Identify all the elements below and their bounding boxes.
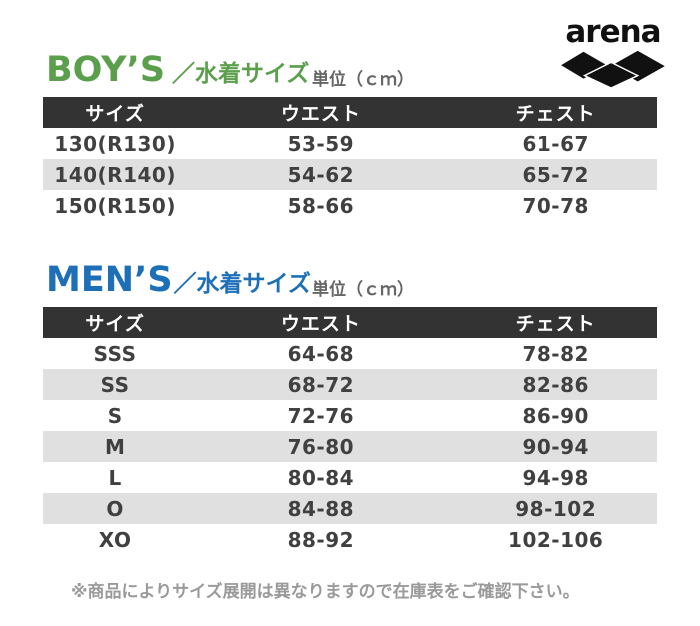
chest-cell: 94-98 <box>522 465 589 490</box>
size-cell: O <box>106 496 124 521</box>
unit-label-boys: 単位（ｃｍ） <box>312 70 414 90</box>
size-cell: SSS <box>93 341 137 366</box>
mens-subtitle: ／水着サイズ <box>173 271 311 297</box>
boys-title: BOY’S <box>46 50 166 90</box>
table-header-row: サイズ ウエスト チェスト <box>43 97 657 128</box>
table-row: L 80-84 94-98 <box>43 462 657 493</box>
arena-diamonds-icon <box>557 49 668 88</box>
waist-cell: 68-72 <box>287 372 355 397</box>
column-header-waist: ウエスト <box>187 307 455 338</box>
size-cell: XO <box>98 527 132 552</box>
chest-cell: 98-102 <box>515 496 597 521</box>
mens-heading: MEN’S／水着サイズ 単位（ｃｍ） <box>46 260 657 301</box>
chest-cell: 86-90 <box>522 403 589 428</box>
waist-cell: 88-92 <box>287 527 355 552</box>
column-header-size: サイズ <box>43 97 188 128</box>
arena-wordmark: arena <box>565 14 661 50</box>
column-header-chest: チェスト <box>454 307 657 338</box>
table-header-row: サイズ ウエスト チェスト <box>43 307 657 338</box>
waist-cell: 54-62 <box>287 162 355 187</box>
size-cell: 130(R130) <box>54 131 176 156</box>
waist-cell: 53-59 <box>287 131 355 156</box>
table-row: O 84-88 98-102 <box>43 493 657 524</box>
waist-cell: 84-88 <box>287 496 355 521</box>
waist-cell: 80-84 <box>287 465 355 490</box>
mens-size-section: MEN’S／水着サイズ 単位（ｃｍ） サイズ ウエスト チェスト SSS 64-… <box>43 260 657 555</box>
table-row: M 76-80 90-94 <box>43 431 657 462</box>
mens-size-table: サイズ ウエスト チェスト SSS 64-68 78-82 SS 68-72 8… <box>43 307 657 555</box>
boys-subtitle: ／水着サイズ <box>172 61 310 87</box>
boys-heading: BOY’S ／水着サイズ 単位（ｃｍ） <box>46 50 657 91</box>
table-row: SSS 64-68 78-82 <box>43 338 657 369</box>
boys-size-section: BOY’S ／水着サイズ 単位（ｃｍ） サイズ ウエスト チェスト 130(R13… <box>43 50 657 221</box>
size-cell: SS <box>100 372 130 397</box>
table-row: 140(R140) 54-62 65-72 <box>43 159 657 190</box>
size-cell: M <box>104 434 126 459</box>
chest-cell: 90-94 <box>522 434 589 459</box>
size-cell: 150(R150) <box>54 193 176 218</box>
table-row: S 72-76 86-90 <box>43 400 657 431</box>
column-header-size: サイズ <box>43 307 188 338</box>
column-header-waist: ウエスト <box>187 97 455 128</box>
unit-label-mens: 単位（ｃｍ） <box>312 280 414 300</box>
boys-size-table: サイズ ウエスト チェスト 130(R130) 53-59 61-67 140(… <box>43 97 657 221</box>
waist-cell: 76-80 <box>287 434 355 459</box>
mens-title: MEN’S <box>46 260 173 300</box>
chest-cell: 70-78 <box>522 193 589 218</box>
chest-cell: 82-86 <box>522 372 589 397</box>
waist-cell: 64-68 <box>287 341 355 366</box>
arena-logo: arena <box>551 16 675 88</box>
size-cell: L <box>108 465 122 490</box>
waist-cell: 58-66 <box>287 193 355 218</box>
table-row: XO 88-92 102-106 <box>43 524 657 555</box>
size-cell: 140(R140) <box>54 162 176 187</box>
chest-cell: 61-67 <box>522 131 589 156</box>
table-row: 150(R150) 58-66 70-78 <box>43 190 657 221</box>
chest-cell: 65-72 <box>522 162 589 187</box>
waist-cell: 72-76 <box>287 403 355 428</box>
stock-notice-footnote: ※商品によりサイズ展開は異なりますので在庫表をご確認下さい。 <box>71 582 580 602</box>
table-row: 130(R130) 53-59 61-67 <box>43 128 657 159</box>
table-row: SS 68-72 82-86 <box>43 369 657 400</box>
chest-cell: 78-82 <box>522 341 589 366</box>
chest-cell: 102-106 <box>508 527 604 552</box>
size-cell: S <box>107 403 123 428</box>
column-header-chest: チェスト <box>454 97 657 128</box>
